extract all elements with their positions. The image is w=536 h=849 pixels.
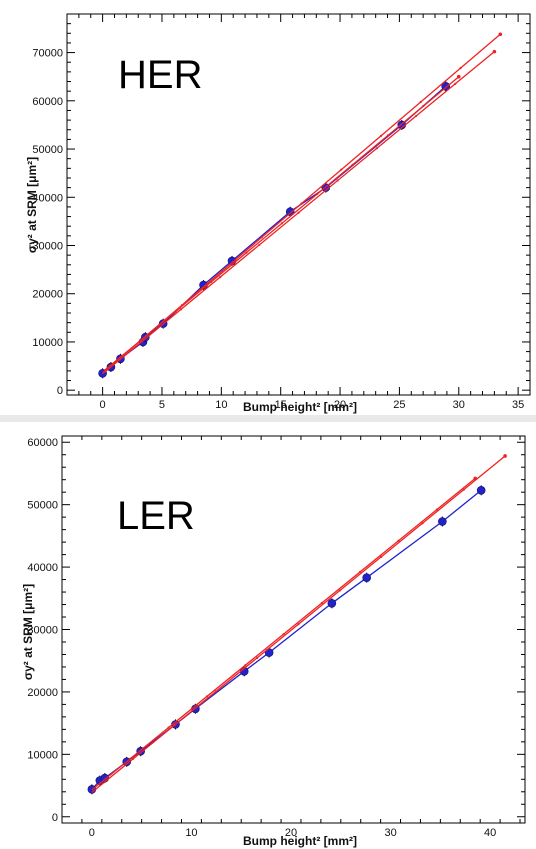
her-model-marker <box>258 243 261 247</box>
ler-chart: 0 10 20 30 40 0 10000 20000 30000 40000 50000 60000… <box>21 435 526 848</box>
ler-model-marker <box>256 656 259 659</box>
ler-model-marker <box>380 555 383 559</box>
ler-model-marker <box>462 488 465 491</box>
her-y-tick-label: 30000 <box>32 240 63 252</box>
ler-y-tick-label: 10000 <box>27 749 58 761</box>
ler-model-marker <box>129 757 132 760</box>
her-y-tick-label: 0 <box>57 385 63 397</box>
ler-chart-panel: 0 10 20 30 40 0 10000 20000 30000 40000 50000 60000… <box>0 422 536 849</box>
ler-y-tick-label: 0 <box>52 812 58 824</box>
ler-x-tick-label: 20 <box>285 827 297 839</box>
her-x-tick-label: 15 <box>275 399 287 411</box>
ler-y-tick-label: 50000 <box>27 500 58 512</box>
ler-model-marker <box>359 570 362 573</box>
ler-x-tick-label: 10 <box>185 827 197 839</box>
her-y-tick-label: 20000 <box>32 289 63 301</box>
her-y-tick-label: 50000 <box>32 144 63 156</box>
her-y-tick-label: 70000 <box>32 48 63 60</box>
panel-divider <box>0 415 536 422</box>
ler-x-axis-label: Bump height² [mm²] <box>243 834 357 848</box>
her-plot-frame <box>66 13 531 396</box>
her-model-marker <box>351 163 354 166</box>
her-model-marker <box>210 280 213 284</box>
her-y-tick-label: 10000 <box>32 337 63 349</box>
her-y-tick-label: 60000 <box>32 96 63 108</box>
her-model-endpoint <box>456 74 461 79</box>
her-y-axis-label: σy² at SRM [μm²] <box>25 157 39 253</box>
her-model-marker <box>422 104 425 108</box>
ler-x-tick-label: 30 <box>384 827 396 839</box>
her-x-tick-label: 20 <box>334 399 346 411</box>
ler-y-tick-label: 60000 <box>27 437 58 449</box>
ler-model-marker <box>173 724 176 727</box>
her-measurement-point <box>441 82 451 91</box>
her-model-marker <box>386 134 390 137</box>
ler-model-marker <box>244 664 247 667</box>
her-model-marker <box>340 168 343 171</box>
her-x-tick-label: 10 <box>215 399 227 411</box>
ler-y-tick-label: 20000 <box>27 687 58 699</box>
her-model-marker <box>297 211 300 214</box>
her-model-marker <box>454 82 457 85</box>
her-model-endpoint <box>498 32 503 37</box>
ler-model-marker <box>214 690 217 693</box>
her-x-tick-label: 30 <box>453 399 465 411</box>
her-model-marker <box>179 308 183 311</box>
her-model-endpoint <box>492 49 497 54</box>
ler-model-marker <box>205 695 208 698</box>
her-model-marker <box>260 236 263 239</box>
her-x-tick-label: 0 <box>100 399 106 411</box>
ler-x-tick-label: 0 <box>89 827 95 839</box>
her-model-marker <box>336 179 339 182</box>
ler-y-tick-label: 30000 <box>27 625 58 637</box>
her-x-tick-label: 5 <box>159 399 165 411</box>
her-model-marker <box>174 310 177 313</box>
her-x-tick-label: 35 <box>512 399 524 411</box>
her-model-marker <box>419 100 422 104</box>
her-model-marker <box>379 134 383 137</box>
her-model-marker <box>375 147 378 150</box>
ler-model-marker <box>132 757 135 760</box>
ler-x-tick-label: 40 <box>484 827 496 839</box>
ler-chart-title: LER <box>117 494 195 538</box>
ler-y-axis-label: σy² at SRM [μm²] <box>21 584 35 680</box>
ler-model-marker <box>397 539 400 542</box>
ler-model-marker <box>282 633 285 636</box>
her-model-marker <box>139 339 142 342</box>
ler-measurement-point <box>438 517 447 526</box>
ler-measurement-point <box>327 598 337 608</box>
ler-model-marker <box>167 726 170 729</box>
her-model-marker <box>414 114 418 118</box>
ler-measurement-point <box>362 573 371 582</box>
her-x-axis-label: Bump height² [mm²] <box>243 400 357 414</box>
ler-model-marker <box>297 623 300 626</box>
her-model-marker <box>245 251 248 254</box>
ler-model-marker <box>435 508 438 511</box>
ler-measurement-point <box>476 486 486 495</box>
her-model-marker <box>219 276 222 279</box>
ler-model-marker <box>320 601 323 605</box>
her-model-marker <box>459 67 462 70</box>
her-model-marker <box>280 222 283 225</box>
ler-model-marker <box>421 522 424 525</box>
her-chart-title: HER <box>118 53 202 97</box>
her-x-tick-label: 25 <box>393 399 405 411</box>
ler-y-tick-label: 40000 <box>27 562 58 574</box>
her-model-marker <box>316 192 319 196</box>
her-y-tick-label: 40000 <box>32 192 63 204</box>
her-chart-panel: 0 5 10 15 20 25 30 35 0 10000 20000 30000 40000 50000… <box>0 0 536 415</box>
ler-model-marker <box>338 589 341 592</box>
ler-model-endpoint <box>473 476 478 481</box>
ler-model-endpoint <box>503 454 507 458</box>
her-model-marker <box>300 202 303 205</box>
her-chart: 0 5 10 15 20 25 30 35 0 10000 20000 30000 40000 50000… <box>25 13 531 414</box>
